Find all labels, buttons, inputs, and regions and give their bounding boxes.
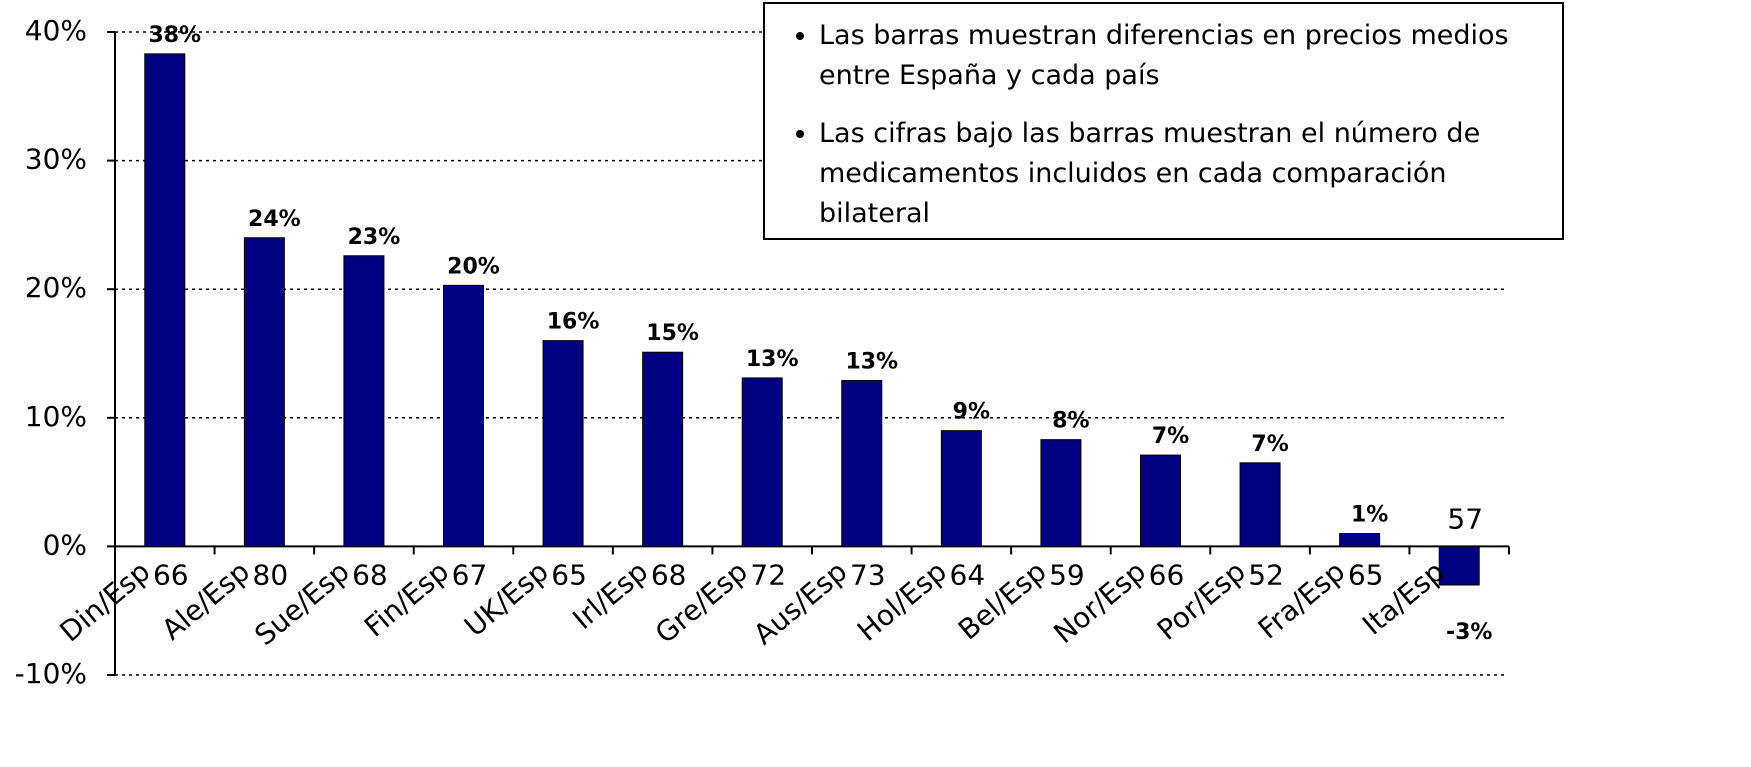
count-label: 73 [850,558,886,591]
note: Las cifras bajo las barras muestran el n… [819,114,1539,234]
value-label: 7% [1251,432,1288,457]
note: Las barras muestran diferencias en preci… [819,16,1539,96]
note-box: Las barras muestran diferencias en preci… [763,2,1564,240]
value-label: 7% [1152,424,1189,449]
value-label: 15% [646,321,699,346]
count-label: 57 [1447,502,1483,535]
bar [642,351,684,547]
value-label: 16% [547,310,600,335]
y-tick-label: -10% [15,657,87,690]
count-label: 80 [253,558,289,591]
bar [841,380,883,547]
value-label: 20% [447,254,500,279]
x-tick-label: Din/Esp [54,555,157,649]
bar [1339,533,1381,547]
y-tick-label: 30% [25,143,87,176]
value-label: 1% [1351,503,1388,528]
count-label: 68 [352,558,388,591]
value-label: 13% [845,350,898,375]
count-label: 67 [452,558,488,591]
count-label: 65 [551,558,587,591]
bar [542,340,584,547]
y-tick-label: 40% [25,14,87,47]
bar [741,377,783,547]
count-label: 64 [950,558,986,591]
bar [243,237,285,547]
y-tick-label: 20% [25,271,87,304]
bar [1040,439,1082,547]
value-label: 38% [148,23,201,48]
count-label: 65 [1348,558,1384,591]
bar [1140,454,1181,547]
value-label: 24% [248,207,301,232]
bar [343,255,385,547]
bar [1438,545,1480,586]
count-label: 66 [153,558,189,591]
count-label: 72 [750,558,786,591]
value-label: 9% [953,400,990,425]
y-tick-label: 10% [25,400,87,433]
value-label: 8% [1052,409,1089,434]
value-label: 13% [746,347,799,372]
value-label: 23% [348,225,401,250]
count-label: 52 [1248,558,1284,591]
bar [1239,462,1281,547]
count-label: 68 [651,558,687,591]
y-tick-label: 0% [43,528,87,561]
note-list: Las barras muestran diferencias en preci… [765,16,1539,234]
count-label: 66 [1149,558,1185,591]
count-label: 59 [1049,558,1085,591]
bar [940,430,982,547]
value-label: -3% [1446,620,1492,645]
bar [443,284,484,547]
bar [144,53,186,547]
